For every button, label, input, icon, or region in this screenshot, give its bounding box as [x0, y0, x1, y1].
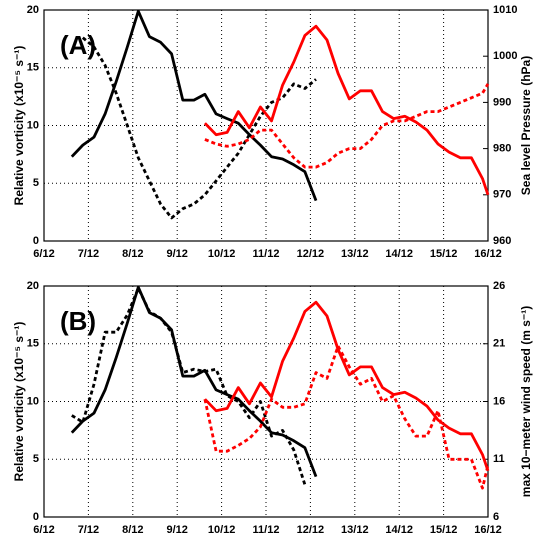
y-tick-label: 15 [27, 338, 39, 350]
y-tick-label: 10 [27, 119, 39, 131]
series-line [203, 300, 490, 472]
x-tick-label: 13/12 [341, 524, 369, 534]
x-tick-label: 14/12 [385, 248, 413, 260]
x-tick-label: 14/12 [385, 524, 413, 534]
x-tick-label: 16/12 [474, 248, 502, 260]
plot-frame [43, 285, 489, 518]
x-tick-label: 6/12 [33, 248, 54, 260]
x-tick-label: 12/12 [297, 524, 325, 534]
y2-tick-label: 960 [493, 235, 511, 247]
x-tick-label: 8/12 [122, 524, 143, 534]
x-tick-label: 16/12 [474, 524, 502, 534]
x-tick-label: 15/12 [430, 524, 458, 534]
series-line [81, 36, 317, 220]
y-tick-label: 5 [33, 453, 39, 465]
y-tick-label: 0 [33, 235, 39, 247]
x-tick-label: 10/12 [208, 524, 236, 534]
x-tick-label: 9/12 [166, 524, 187, 534]
x-tick-label: 7/12 [78, 248, 99, 260]
x-tick-label: 7/12 [78, 524, 99, 534]
x-tick-label: 6/12 [33, 524, 54, 534]
plot-frame [43, 9, 489, 242]
series-line [70, 285, 318, 478]
x-tick-label: 13/12 [341, 248, 369, 260]
y2-tick-label: 1010 [493, 4, 517, 16]
x-tick-label: 10/12 [208, 248, 236, 260]
y2-tick-label: 26 [493, 280, 505, 292]
y-tick-label: 20 [27, 4, 39, 16]
y2-tick-label: 990 [493, 96, 511, 108]
y2-tick-label: 970 [493, 189, 511, 201]
x-tick-label: 15/12 [430, 248, 458, 260]
x-tick-label: 9/12 [166, 248, 187, 260]
y-tick-label: 20 [27, 280, 39, 292]
y2-tick-label: 11 [493, 453, 505, 465]
y2-tick-label: 16 [493, 395, 505, 407]
x-tick-label: 12/12 [297, 248, 325, 260]
y2-axis-label: max 10−meter wind speed (m s⁻¹) [519, 306, 533, 497]
y-axis-label: Relative vorticity (x10⁻⁵ s⁻¹) [12, 322, 26, 482]
y-axis-label: Relative vorticity (x10⁻⁵ s⁻¹) [12, 46, 26, 206]
y-tick-label: 5 [33, 177, 39, 189]
panel-label: (A) [60, 30, 96, 60]
x-tick-label: 11/12 [253, 524, 280, 534]
series-line [203, 24, 490, 196]
y-tick-label: 10 [27, 395, 39, 407]
y2-tick-label: 1000 [493, 50, 517, 62]
series-line [70, 9, 318, 202]
y2-tick-label: 6 [493, 511, 499, 523]
panel-label: (B) [60, 306, 96, 336]
series-line [203, 344, 490, 490]
series-line [204, 83, 490, 169]
y-tick-label: 0 [33, 511, 39, 523]
y2-tick-label: 980 [493, 143, 511, 155]
y2-tick-label: 21 [493, 338, 505, 350]
x-tick-label: 8/12 [122, 248, 143, 260]
y-tick-label: 15 [27, 62, 39, 74]
x-tick-label: 11/12 [253, 248, 280, 260]
y2-axis-label: Sea level Pressure (hPa) [519, 56, 533, 195]
